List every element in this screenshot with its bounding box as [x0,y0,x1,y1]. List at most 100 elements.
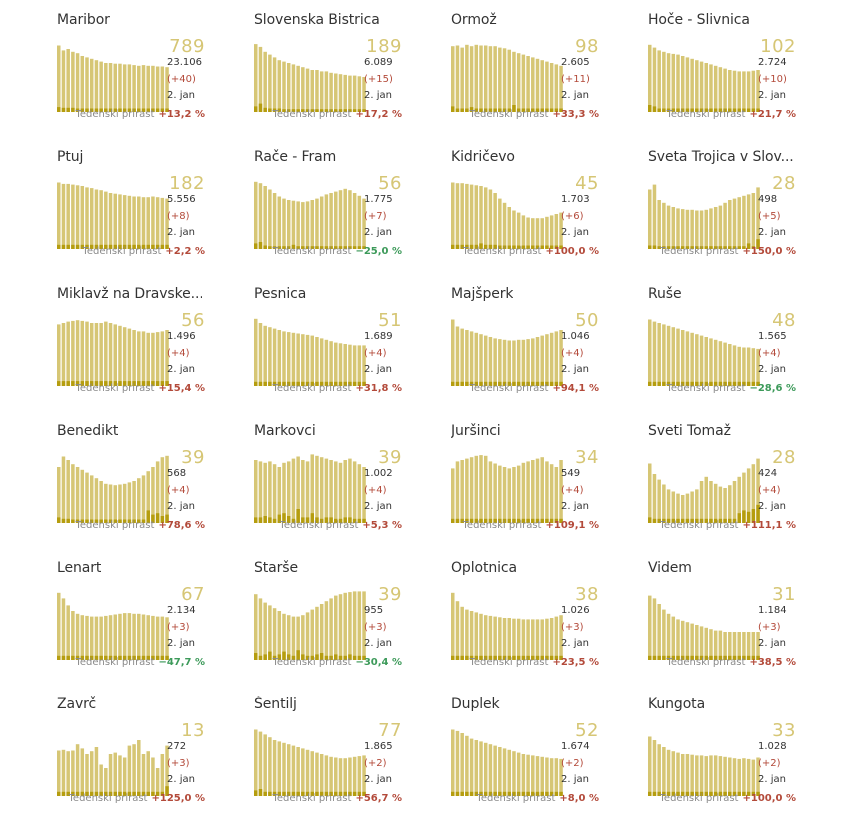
daily-delta: (+3) [167,622,190,633]
bar-active [310,454,315,523]
bar-new [357,518,362,523]
bar-new [718,246,723,249]
bar-new [75,381,80,386]
bar-new [756,504,760,523]
bar-new [751,381,756,386]
bar-active [737,632,741,660]
bar-active [699,335,704,386]
bar-new [61,107,66,112]
bar-active [263,325,267,386]
bar-new [338,791,343,796]
bar-active [329,341,333,386]
bar-new [305,655,310,660]
bar-new [108,655,113,660]
bar-active [535,756,540,796]
bar-active [690,58,694,112]
bar-active [737,346,741,386]
bar-new [713,381,718,386]
municipality-card: Pesnica 51 1.689 (+4) 2. jan Tedenski prirast… [254,286,404,416]
bar-active [75,467,80,523]
bar-active [756,70,760,112]
bar-active [685,754,690,796]
bar-new [334,109,338,112]
bar-active [277,330,282,386]
bar-active [469,457,474,523]
bar-new [469,655,474,660]
bar-active [521,619,526,660]
bar-active [469,331,474,386]
bar-new [99,381,103,386]
date-label: 2. jan [758,501,786,512]
bar-new [277,246,282,249]
bar-active [465,735,469,796]
bar-active [732,481,737,523]
weekly-growth-value: −47,7 % [158,657,205,668]
bar-new [531,518,535,523]
bar-active [685,493,690,523]
bar-new [545,245,549,249]
bar-active [99,61,103,112]
municipality-name: Zavrč [57,696,97,712]
bar-active [319,754,324,796]
bar-new [559,655,563,660]
bar-new [751,791,756,796]
bar-active [465,458,469,523]
bar-active [160,457,165,523]
municipality-card: Benedikt 39 568 (+4) 2. jan Tedenski prirast +… [57,423,207,553]
bar-new [545,655,549,660]
bar-active [291,200,296,249]
bar-active [451,319,455,386]
bar-new [648,105,652,112]
bar-active [695,489,699,523]
bar-active [104,615,108,660]
bar-active [127,328,132,386]
weekly-growth: Tedenski prirast +13,2 % [75,109,205,120]
bar-active [75,185,80,249]
bar-new [502,518,507,523]
bar-new [685,108,690,112]
weekly-growth: Tedenski prirast +100,0 % [463,246,599,257]
bar-active [512,51,516,112]
municipality-card: Lenart 67 2.134 (+3) 2. jan Tedenski prirast −… [57,560,207,690]
bar-new [113,108,118,112]
bar-new [460,518,464,523]
bar-active [85,57,89,112]
bar-new [301,791,305,796]
bar-active [676,493,680,523]
bar-new [723,381,727,386]
bar-new [502,381,507,386]
weekly-growth-label: Tedenski prirast [659,246,739,257]
bar-new [89,244,94,249]
bar-active [272,57,277,112]
bar-active [118,63,122,112]
bar-new [545,381,549,386]
bar-active [671,207,676,249]
bar-new [108,108,113,112]
bar-active [254,594,258,660]
bar-new [329,517,333,523]
bar-active [80,186,85,249]
bar-active [746,194,751,249]
bar-active [516,53,521,112]
bar-new [319,791,324,796]
bar-new [756,108,760,112]
bar-active [118,484,122,523]
bar-new [742,246,746,249]
bar-new [690,381,694,386]
municipality-card: Ormož 98 2.605 (+11) 2. jan Tedenski prirast +… [451,12,601,142]
bar-active [315,752,319,796]
bar-new [165,514,169,523]
municipality-name: Pesnica [254,286,307,302]
weekly-growth: Tedenski prirast +111,1 % [660,520,796,531]
total-count: 2.724 [758,57,787,68]
weekly-growth: Tedenski prirast −25,0 % [272,246,402,257]
daily-delta: (+4) [561,485,584,496]
bar-active [57,182,61,249]
weekly-growth-label: Tedenski prirast [272,657,352,668]
bar-new [662,108,666,112]
weekly-growth-value: +38,5 % [749,657,796,668]
bar-active [742,195,746,249]
bar-active [286,63,291,112]
bar-active [460,47,464,112]
bar-active [334,595,338,660]
